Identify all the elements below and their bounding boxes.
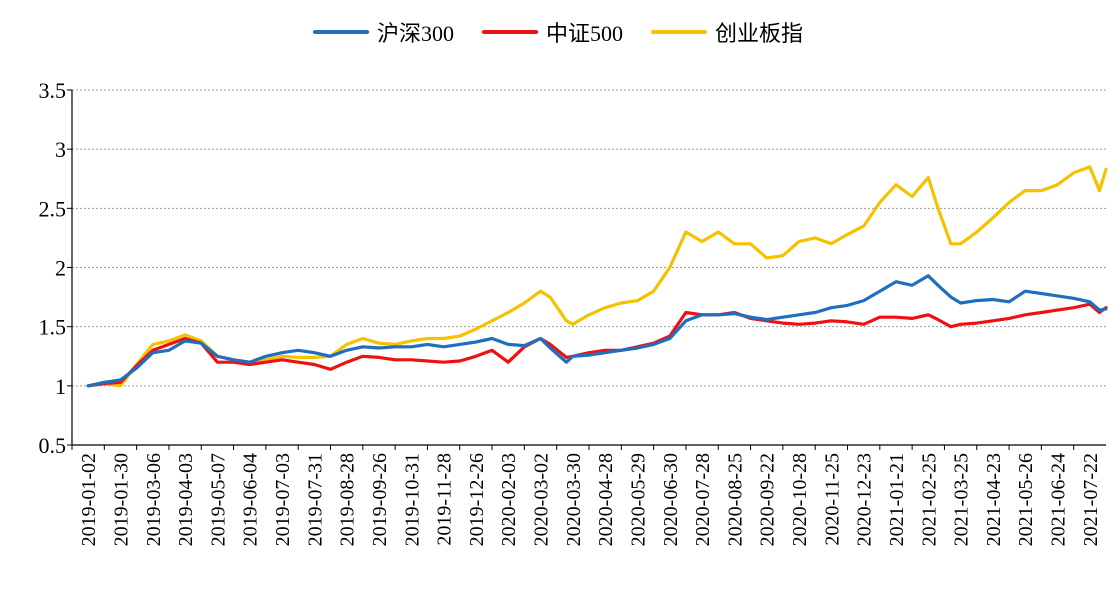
series-line-2 [86,165,1108,388]
grid-lines [72,89,1106,387]
x-tick-label: 2020-07-28 [692,453,714,546]
x-tick-label: 2021-05-26 [1015,453,1037,546]
series-line-0 [86,274,1108,388]
x-tick-label: 2019-01-02 [78,453,100,546]
x-tick-label: 2019-12-26 [466,453,488,546]
x-tick-label: 2021-06-24 [1048,453,1070,546]
legend-label-hs300: 沪深300 [376,21,454,46]
x-tick-label: 2019-06-04 [240,453,262,546]
legend-label-zz500: 中证500 [545,21,623,46]
legend-label-cyb: 创业板指 [715,21,804,46]
x-tick-label: 2019-09-26 [369,453,391,546]
x-tick-label: 2020-03-02 [531,453,553,546]
x-tick-label: 2020-03-30 [563,453,585,546]
y-tick-label: 0.5 [39,433,67,458]
legend-swatch-hs300 [312,30,369,34]
y-tick-label: 1.5 [39,315,67,340]
y-tick-label: 2 [55,256,66,281]
x-tick-label: 2019-08-28 [337,453,359,546]
legend: 沪深300 中证500 创业板指 [0,16,1116,48]
x-tick-label: 2019-03-06 [143,453,165,546]
x-tick-label: 2019-07-03 [272,453,294,546]
x-tick-label: 2020-02-03 [498,453,520,546]
x-tick-label: 2019-07-31 [304,453,326,546]
x-tick-label: 2020-09-22 [757,453,779,546]
series-line-1 [86,302,1108,388]
x-tick-label: 2020-12-23 [854,453,876,546]
x-tick-label: 2020-06-30 [660,453,682,546]
x-tick-label: 2021-03-25 [951,453,973,546]
legend-item-cyb: 创业板指 [651,16,803,48]
x-tick-label: 2020-08-25 [724,453,746,546]
y-tick-label: 3.5 [39,78,67,103]
y-tick-label: 2.5 [39,196,67,221]
x-tick-label: 2020-04-28 [595,453,617,546]
x-tick-label: 2021-01-21 [886,453,908,546]
legend-swatch-zz500 [481,30,538,34]
x-tick-label: 2020-11-25 [821,453,843,546]
x-tick-label: 2021-02-25 [918,453,940,546]
x-tick-label: 2021-04-23 [983,453,1005,546]
x-tick-label: 2020-05-29 [627,453,649,546]
x-tick-label: 2019-01-30 [110,453,132,546]
y-axis: 3.5 3 2.5 2 1.5 1 0.5 [39,78,73,458]
legend-item-hs300: 沪深300 [312,16,454,48]
x-tick-label: 2019-11-28 [434,453,456,546]
x-tick-label: 2019-04-03 [175,453,197,546]
x-tick-label: 2020-10-28 [789,453,811,546]
y-tick-label: 3 [55,137,66,162]
x-axis: 2019-01-02 2019-01-30 2019-03-06 2019-04-03… [71,444,1106,546]
x-tick-label: 2021-07-22 [1080,453,1102,546]
y-tick-label: 1 [55,374,66,399]
x-tick-label: 2019-05-07 [207,453,229,546]
x-tick-label: 2019-10-31 [401,453,423,546]
legend-item-zz500: 中证500 [481,16,623,48]
legend-swatch-cyb [651,30,707,34]
series-lines [86,165,1108,388]
